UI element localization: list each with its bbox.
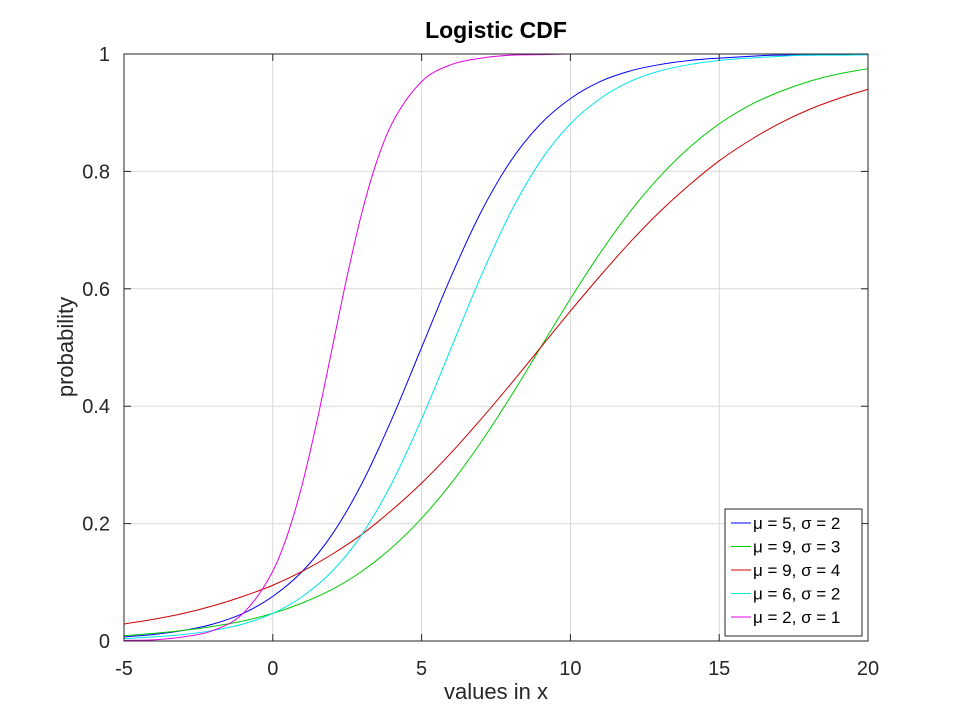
series-line-0 xyxy=(123,54,868,638)
y-tick-label: 0.4 xyxy=(82,396,110,418)
y-axis-label: probability xyxy=(53,297,78,397)
legend-label-0: μ = 5, σ = 2 xyxy=(753,514,840,533)
legend-label-1: μ = 9, σ = 3 xyxy=(753,538,840,557)
y-tick-label: 0.2 xyxy=(82,514,110,536)
legend-entries: μ = 5, σ = 2 μ = 9, σ = 3 μ = 9, σ = 4 μ = … xyxy=(731,514,840,627)
x-tick-label: 10 xyxy=(559,658,581,680)
series-line-1 xyxy=(123,68,869,637)
x-tick-label: 15 xyxy=(708,658,730,680)
axes-box xyxy=(123,53,869,642)
series-line-3 xyxy=(123,54,869,640)
y-tick-label: 0 xyxy=(99,631,110,653)
legend: μ = 5, σ = 2 μ = 9, σ = 3 μ = 9, σ = 4 μ = … xyxy=(724,508,863,637)
y-tick-label: 0.8 xyxy=(82,161,110,183)
legend-label-3: μ = 6, σ = 2 xyxy=(753,585,840,604)
legend-label-4: μ = 2, σ = 1 xyxy=(753,608,840,627)
legend-box xyxy=(724,508,863,637)
y-tick-label: 1 xyxy=(99,44,110,66)
x-tick-label: 0 xyxy=(267,658,278,680)
chart-title: Logistic CDF xyxy=(425,17,567,43)
series-line-2 xyxy=(123,88,869,625)
x-axis-label: values in x xyxy=(444,679,548,704)
x-tick-label: 5 xyxy=(416,658,427,680)
y-tick-label: 0.6 xyxy=(82,279,110,301)
legend-label-2: μ = 9, σ = 4 xyxy=(753,561,840,580)
x-tick-label: -5 xyxy=(115,658,133,680)
ticks xyxy=(123,53,869,642)
x-tick-label: 20 xyxy=(857,658,879,680)
series-lines xyxy=(123,53,869,641)
